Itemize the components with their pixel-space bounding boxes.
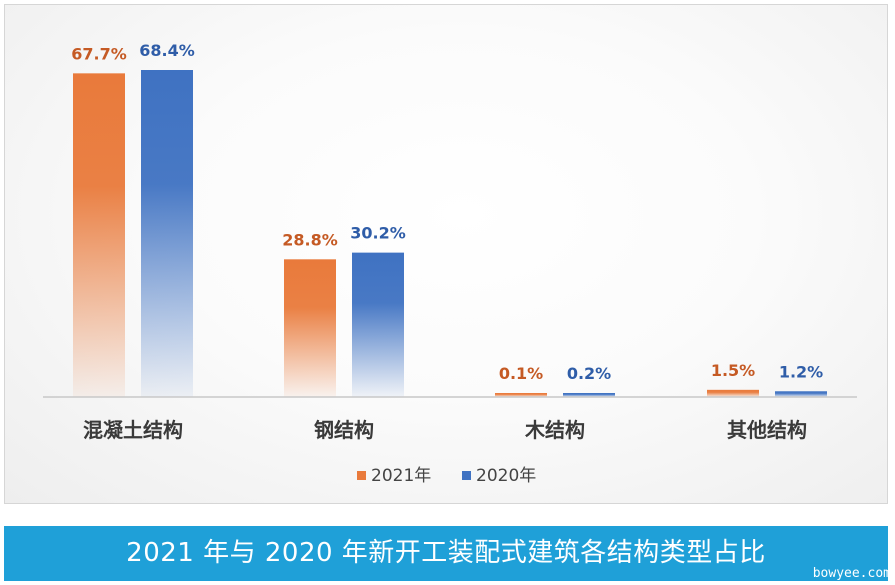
caption-text: 2021 年与 2020 年新开工装配式建筑各结构类型占比 — [126, 538, 766, 568]
watermark: bowyee.com — [812, 566, 891, 581]
legend-label-2021: 2021年 — [371, 466, 431, 486]
bar-2021-3 — [495, 393, 547, 397]
value-label: 68.4% — [139, 41, 195, 60]
value-label: 28.8% — [282, 230, 338, 249]
value-label: 0.2% — [567, 364, 611, 383]
legend-swatch-2020 — [462, 471, 471, 480]
value-label: 1.2% — [779, 362, 823, 381]
bar-2020-4 — [775, 391, 827, 397]
labels-layer: 67.7% 68.4% 混凝土结构 28.8% 30.2% 钢结构 0.1% 0.2% 木结构 1… — [71, 41, 823, 442]
category-label: 混凝土结构 — [83, 418, 183, 442]
value-label: 67.7% — [71, 44, 127, 63]
bar-2020-2 — [352, 252, 404, 397]
bar-2020-3 — [563, 393, 615, 397]
bar-2021-1 — [73, 73, 125, 397]
bar-2020-1 — [141, 70, 193, 397]
bar-2021-4 — [707, 389, 759, 397]
value-label: 1.5% — [711, 361, 755, 380]
value-label: 30.2% — [350, 224, 406, 243]
value-label: 0.1% — [499, 364, 543, 383]
category-label: 其他结构 — [727, 418, 807, 442]
chart-panel: 67.7% 68.4% 混凝土结构 28.8% 30.2% 钢结构 0.1% 0.2% 木结构 1… — [4, 4, 888, 504]
bars-layer — [73, 70, 827, 397]
category-label: 钢结构 — [314, 418, 374, 442]
legend: 2021年 2020年 — [357, 466, 536, 486]
category-label: 木结构 — [524, 418, 585, 442]
legend-swatch-2021 — [357, 471, 366, 480]
legend-label-2020: 2020年 — [476, 466, 536, 486]
bar-2021-2 — [284, 259, 336, 397]
bar-chart: 67.7% 68.4% 混凝土结构 28.8% 30.2% 钢结构 0.1% 0.2% 木结构 1… — [43, 41, 857, 486]
caption-bar: 2021 年与 2020 年新开工装配式建筑各结构类型占比 — [4, 526, 888, 581]
